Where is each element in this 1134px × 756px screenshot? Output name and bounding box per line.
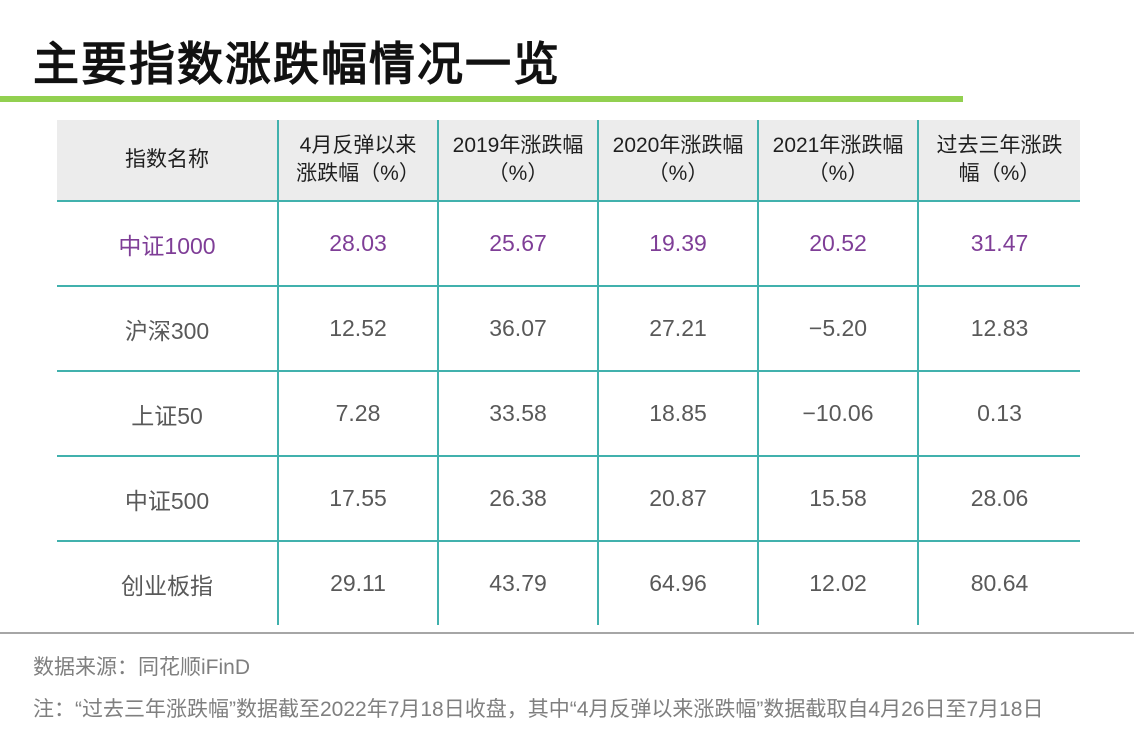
page-title: 主要指数涨跌幅情况一览: [33, 38, 561, 90]
value-cell: 19.39: [597, 201, 758, 287]
header-line-1: 4月反弹以来: [299, 134, 417, 157]
column-header-april-rebound: 4月反弹以来 涨跌幅（%）: [277, 120, 438, 202]
value-cell: 12.83: [917, 286, 1080, 372]
header-line-1: 2020年涨跌幅: [612, 134, 744, 157]
index-name-cell: 中证500: [57, 456, 278, 542]
table-row-hs300: 沪深300 12.52 36.07 27.21 −5.20 12.83: [57, 286, 1080, 372]
data-source-label: 数据来源：同花顺iFinD: [33, 656, 251, 679]
value-cell: −10.06: [757, 371, 918, 457]
header-line-1: 2021年涨跌幅: [772, 134, 904, 157]
header-line-1: 指数名称: [125, 148, 209, 171]
footnote: 注：“过去三年涨跌幅”数据截至2022年7月18日收盘，其中“4月反弹以来涨跌幅…: [33, 698, 1044, 721]
value-cell: 17.55: [277, 456, 438, 542]
column-header-index-name: 指数名称: [57, 120, 278, 202]
value-cell: 7.28: [277, 371, 438, 457]
value-cell: 27.21: [597, 286, 758, 372]
value-cell: 12.02: [757, 541, 918, 625]
table-row-sse50: 上证50 7.28 33.58 18.85 −10.06 0.13: [57, 371, 1080, 457]
column-header-3year: 过去三年涨跌 幅（%）: [917, 120, 1080, 202]
value-cell: 25.67: [437, 201, 598, 287]
value-cell: 80.64: [917, 541, 1080, 625]
value-cell: 33.58: [437, 371, 598, 457]
header-line-2: （%）: [487, 162, 549, 185]
value-cell: −5.20: [757, 286, 918, 372]
column-header-2019: 2019年涨跌幅 （%）: [437, 120, 598, 202]
header-line-2: （%）: [647, 162, 709, 185]
header-line-2: 涨跌幅（%）: [296, 162, 420, 185]
header-line-1: 过去三年涨跌: [936, 134, 1063, 157]
value-cell: 29.11: [277, 541, 438, 625]
value-cell: 64.96: [597, 541, 758, 625]
title-underline: [0, 96, 963, 102]
header-line-2: （%）: [807, 162, 869, 185]
table-row-csi500: 中证500 17.55 26.38 20.87 15.58 28.06: [57, 456, 1080, 542]
column-header-2021: 2021年涨跌幅 （%）: [757, 120, 918, 202]
value-cell: 28.06: [917, 456, 1080, 542]
column-header-2020: 2020年涨跌幅 （%）: [597, 120, 758, 202]
index-name-cell: 中证1000: [57, 201, 278, 287]
index-name-cell: 沪深300: [57, 286, 278, 372]
footer-divider: [0, 632, 1134, 634]
value-cell: 12.52: [277, 286, 438, 372]
value-cell: 31.47: [917, 201, 1080, 287]
value-cell: 36.07: [437, 286, 598, 372]
header-row: 指数名称 4月反弹以来 涨跌幅（%） 2019年涨跌幅 （%） 2020年涨跌幅 （%…: [57, 120, 1080, 202]
value-cell: 28.03: [277, 201, 438, 287]
value-cell: 0.13: [917, 371, 1080, 457]
index-name-cell: 上证50: [57, 371, 278, 457]
table-row-csi1000: 中证1000 28.03 25.67 19.39 20.52 31.47: [57, 201, 1080, 287]
index-performance-table: 指数名称 4月反弹以来 涨跌幅（%） 2019年涨跌幅 （%） 2020年涨跌幅 （%…: [57, 120, 1080, 625]
value-cell: 20.87: [597, 456, 758, 542]
header-line-2: 幅（%）: [958, 162, 1041, 185]
value-cell: 15.58: [757, 456, 918, 542]
value-cell: 20.52: [757, 201, 918, 287]
value-cell: 18.85: [597, 371, 758, 457]
value-cell: 43.79: [437, 541, 598, 625]
table-row-chinext: 创业板指 29.11 43.79 64.96 12.02 80.64: [57, 541, 1080, 625]
index-name-cell: 创业板指: [57, 541, 278, 625]
value-cell: 26.38: [437, 456, 598, 542]
header-line-1: 2019年涨跌幅: [452, 134, 584, 157]
